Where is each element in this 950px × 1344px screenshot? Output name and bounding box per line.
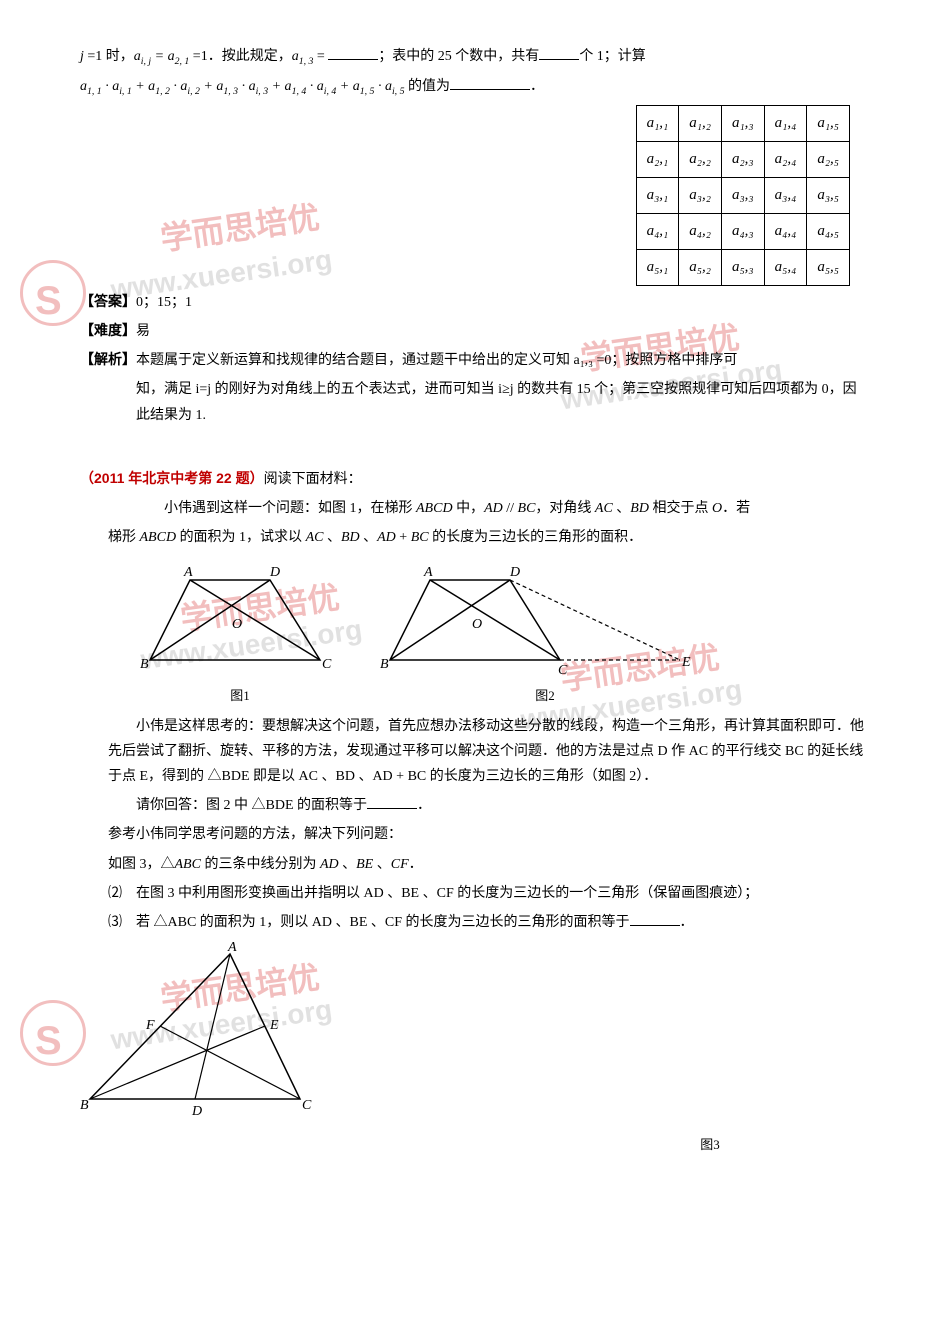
- svg-text:C: C: [558, 663, 568, 678]
- q2-sub2: 在图 3 中利用图形变换画出并指明以 AD 、BE 、CF 的长度为三边长的一个…: [136, 886, 758, 901]
- q2-sub3a: 若 △ABC 的面积为 1，则以 AD 、BE 、CF 的长度为三边长的三角形的…: [136, 915, 630, 930]
- fig3-svg: A B C D E F: [80, 939, 320, 1129]
- diff-label: 【难度】: [80, 324, 136, 339]
- cell: a₁,₂: [679, 105, 722, 141]
- q2-p5: 如图 3，△ABC 的三条中线分别为 AD 、BE 、CF．: [80, 852, 870, 877]
- cell: a₄,₄: [764, 213, 807, 249]
- cell: a₂,₁: [636, 141, 679, 177]
- svg-text:D: D: [509, 565, 520, 580]
- fig1-caption: 图1: [140, 684, 340, 707]
- fig1-svg: A D B C O: [140, 560, 340, 680]
- cell: a₄,₃: [721, 213, 764, 249]
- cell: a₅,₂: [679, 249, 722, 285]
- matrix-table: a₁,₁ a₁,₂ a₁,₃ a₁,₄ a₁,₅ a₂,₁ a₂,₂ a₂,₃ …: [636, 105, 850, 286]
- q2-sub3-row: ⑶ 若 △ABC 的面积为 1，则以 AD 、BE 、CF 的长度为三边长的三角…: [108, 910, 870, 935]
- q2-title-suffix: 阅读下面材料：: [264, 472, 362, 487]
- fig3-caption: 图3: [590, 1133, 830, 1156]
- cell: a₁,₃: [721, 105, 764, 141]
- q2-title-line: （2011 年北京中考第 22 题）阅读下面材料：: [80, 466, 870, 492]
- q2-title: （2011 年北京中考第 22 题）: [80, 470, 264, 486]
- svg-text:F: F: [145, 1018, 155, 1033]
- q2-p2: 小伟是这样思考的：要想解决这个问题，首先应想办法移动这些分散的线段，构造一个三角…: [80, 714, 870, 790]
- cell: a₅,₅: [807, 249, 850, 285]
- q2-sub3b: ．: [680, 915, 694, 930]
- cell: a₄,₅: [807, 213, 850, 249]
- svg-text:B: B: [140, 657, 149, 672]
- cell: a₃,₄: [764, 177, 807, 213]
- cell: a₃,₁: [636, 177, 679, 213]
- svg-text:C: C: [302, 1098, 312, 1113]
- q1-analysis-2: 知，满足 i=j 的刚好为对角线上的五个表达式，进而可知当 i≥j 的数共有 1…: [80, 377, 870, 427]
- cell: a₃,₅: [807, 177, 850, 213]
- figure-3: A B C D E F 图3: [80, 939, 830, 1156]
- q2-p3: 请你回答：图 2 中 △BDE 的面积等于 ．: [80, 793, 870, 818]
- answer-label: 【答案】: [80, 295, 136, 310]
- cell: a₃,₂: [679, 177, 722, 213]
- cell: a₂,₂: [679, 141, 722, 177]
- q2-p1b: 梯形 ABCD 的面积为 1，试求以 AC 、BD 、AD + BC 的长度为三…: [80, 525, 870, 550]
- diff-text: 易: [136, 324, 150, 339]
- svg-text:O: O: [232, 617, 242, 632]
- cell: a₂,₄: [764, 141, 807, 177]
- q2-sub2-row: ⑵ 在图 3 中利用图形变换画出并指明以 AD 、BE 、CF 的长度为三边长的…: [108, 881, 870, 906]
- cell: a₅,₄: [764, 249, 807, 285]
- svg-text:D: D: [269, 565, 280, 580]
- cell: a₂,₃: [721, 141, 764, 177]
- fig2-svg: A D B C E O: [380, 560, 710, 680]
- q2-p4: 参考小伟同学思考问题的方法，解决下列问题：: [80, 822, 870, 847]
- svg-text:A: A: [183, 565, 193, 580]
- cell: a₅,₃: [721, 249, 764, 285]
- q1-answer: 【答案】0；15；1: [80, 290, 870, 315]
- q1-line1: j =1 时，ai, j = a2, 1 =1．按此规定，a1, 3 = ；表中…: [80, 44, 870, 70]
- q1-suffix: 的值为: [408, 79, 450, 94]
- anal-text-1: 本题属于定义新运算和找规律的结合题目，通过题干中给出的定义可知 a₁,₃ =0；…: [136, 353, 737, 368]
- svg-text:B: B: [380, 657, 389, 672]
- figure-1: A D B C O 图1: [140, 560, 340, 707]
- q2-p3b: ．: [417, 798, 431, 813]
- figure-2: A D B C E O 图2: [380, 560, 710, 707]
- svg-text:D: D: [191, 1104, 202, 1119]
- svg-text:A: A: [227, 940, 237, 955]
- cell: a₅,₁: [636, 249, 679, 285]
- svg-text:O: O: [472, 617, 482, 632]
- svg-text:B: B: [80, 1098, 89, 1113]
- svg-text:C: C: [322, 657, 332, 672]
- q1-line2: a1, 1 · ai, 1 + a1, 2 · ai, 2 + a1, 3 · …: [80, 74, 870, 100]
- cell: a₁,₁: [636, 105, 679, 141]
- svg-text:E: E: [269, 1018, 279, 1033]
- q1-analysis: 【解析】本题属于定义新运算和找规律的结合题目，通过题干中给出的定义可知 a₁,₃…: [80, 348, 870, 373]
- cell: a₄,₂: [679, 213, 722, 249]
- cell: a₂,₅: [807, 141, 850, 177]
- q2-p1: 小伟遇到这样一个问题：如图 1，在梯形 ABCD 中，AD // BC，对角线 …: [80, 496, 870, 521]
- svg-text:E: E: [681, 655, 691, 670]
- svg-text:A: A: [423, 565, 433, 580]
- cell: a₄,₁: [636, 213, 679, 249]
- q1-difficulty: 【难度】易: [80, 319, 870, 344]
- cell: a₃,₃: [721, 177, 764, 213]
- cell: a₁,₄: [764, 105, 807, 141]
- q2-p3a: 请你回答：图 2 中 △BDE 的面积等于: [136, 798, 367, 813]
- anal-label: 【解析】: [80, 353, 136, 368]
- fig2-caption: 图2: [380, 684, 710, 707]
- answer-text: 0；15；1: [136, 295, 192, 310]
- cell: a₁,₅: [807, 105, 850, 141]
